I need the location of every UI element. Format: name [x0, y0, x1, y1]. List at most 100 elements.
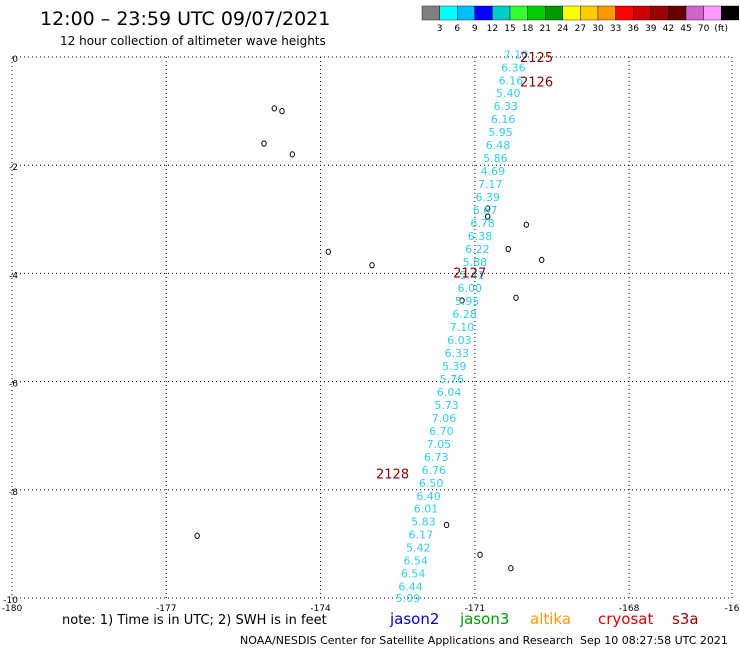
y-tick-label: -2	[9, 163, 18, 173]
y-tick-label: -10	[3, 596, 18, 606]
swh-value: 6.73	[424, 451, 449, 464]
swh-value: 6.22	[465, 243, 490, 256]
pass-label: 2126	[520, 75, 553, 90]
legend-label: 27	[575, 24, 586, 34]
chart-title: 12:00 – 23:59 UTC 09/07/2021	[40, 8, 330, 30]
y-tick-label: -4	[9, 271, 18, 281]
pass-label: 2128	[376, 468, 409, 483]
chart-subtitle: 12 hour collection of altimeter wave hei…	[60, 34, 326, 48]
legend-label: 45	[680, 24, 691, 34]
island-marker	[508, 565, 514, 572]
swh-value: 6.48	[486, 139, 511, 152]
island-marker	[194, 532, 200, 539]
y-tick-label: -6	[9, 380, 18, 390]
swh-value: 6.40	[416, 490, 441, 503]
swh-value: 6.28	[452, 308, 477, 321]
swh-value: 5.73	[434, 399, 459, 412]
legend-label: 12	[487, 24, 498, 34]
satellite-legend: jason2 jason3 altika cryosat s3a	[389, 610, 699, 628]
legend-swatch	[457, 5, 476, 21]
swh-value: 6.54	[403, 555, 428, 568]
y-tick-label: 0	[12, 55, 18, 65]
swh-value: 6.04	[437, 386, 462, 399]
note-text: note: 1) Time is in UTC; 2) SWH is in fe…	[62, 613, 327, 628]
legend-swatch	[545, 5, 564, 21]
legend-label: 39	[645, 24, 657, 34]
pass-label: 2127	[453, 266, 486, 281]
island-marker	[459, 297, 465, 304]
legend-swatch	[703, 5, 722, 21]
x-tick-label: -180	[2, 604, 23, 614]
legend-label: 33	[610, 24, 621, 34]
legend-label: 9	[472, 24, 478, 34]
island-marker	[513, 294, 519, 301]
swh-value: 6.00	[457, 282, 482, 295]
satellite-altika: altika	[530, 610, 571, 628]
legend-swatch	[580, 5, 599, 21]
swh-value: 7.10	[504, 48, 529, 61]
swh-value: 5.83	[411, 516, 436, 529]
island-marker	[271, 105, 277, 112]
legend-label: 24	[557, 24, 569, 34]
swh-value: 6.50	[419, 477, 444, 490]
swh-value: 6.70	[429, 425, 454, 438]
legend-swatch	[597, 5, 616, 21]
legend-label: 36	[627, 24, 639, 34]
swh-value: 6.78	[470, 217, 495, 230]
legend-label: 18	[522, 24, 534, 34]
satellite-jason2: jason2	[389, 610, 439, 628]
swh-value: 6.16	[499, 74, 524, 87]
legend-swatch	[633, 5, 652, 21]
legend-label: 70	[698, 24, 710, 34]
swh-value: 6.33	[493, 100, 518, 113]
legend-swatch	[439, 5, 458, 21]
legend-swatch	[509, 5, 528, 21]
swh-value: 6.54	[401, 568, 426, 581]
swh-value: 5.88	[463, 256, 488, 269]
swh-value: 6.38	[468, 230, 493, 243]
swh-value: 5.40	[496, 87, 521, 100]
x-tick-label: -174	[310, 604, 331, 614]
island-marker	[523, 221, 529, 228]
legend-label: 42	[663, 24, 674, 34]
swh-value: 5.39	[442, 360, 467, 373]
swh-value: 6.36	[501, 61, 526, 74]
legend-label: 21	[539, 24, 550, 34]
swh-value: 7.10	[450, 321, 475, 334]
legend-swatch	[527, 5, 546, 21]
x-tick-label: -16	[725, 604, 740, 614]
legend-swatch	[474, 5, 493, 21]
island-marker	[261, 140, 267, 147]
island-marker	[539, 256, 545, 263]
swh-value: 7.06	[432, 412, 457, 425]
plot-frame	[11, 56, 733, 599]
swh-value: 4.69	[481, 165, 506, 178]
swh-value: 6.33	[445, 347, 470, 360]
x-tick-label: -177	[156, 604, 176, 614]
island-marker	[369, 262, 375, 269]
color-legend: 3 6 9 12 15 18 21 24 27 30 33 36 39 42 45 70 (ft)	[421, 5, 740, 34]
legend-label: 15	[504, 24, 515, 34]
legend-swatch	[685, 5, 704, 21]
satellite-s3a: s3a	[672, 610, 699, 628]
footer-credit: NOAA/NESDIS Center for Satellite Applica…	[240, 634, 573, 647]
island-marker	[443, 521, 450, 529]
swh-value: 5.95	[455, 295, 480, 308]
swh-value: 6.44	[398, 581, 423, 594]
satellite-jason3: jason3	[459, 610, 509, 628]
swh-value: 5.76	[439, 373, 464, 386]
legend-label: 30	[592, 24, 604, 34]
legend-label: 3	[437, 24, 443, 34]
legend-swatch	[562, 5, 581, 21]
legend-label: (ft)	[714, 24, 728, 34]
swh-value: 5.09	[396, 592, 421, 605]
island-marker	[477, 551, 483, 558]
satellite-cryosat: cryosat	[598, 610, 653, 628]
legend-label: 6	[454, 24, 460, 34]
swh-value: 7.17	[478, 178, 503, 191]
swh-value: 6.67	[473, 204, 498, 217]
y-tick-label: -8	[9, 488, 18, 498]
swh-value: 6.76	[421, 464, 446, 477]
legend-swatch	[668, 5, 687, 21]
